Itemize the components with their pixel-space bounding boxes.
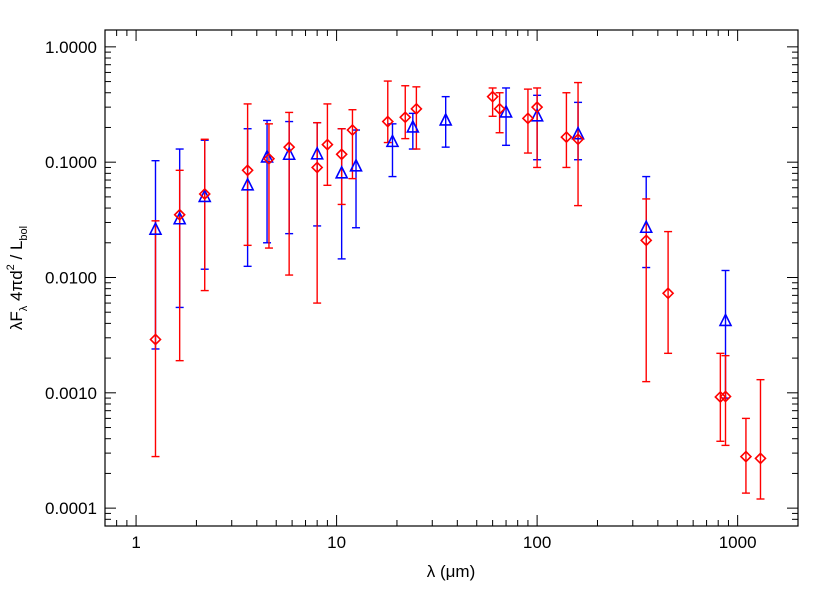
markers — [148, 90, 767, 465]
y-axis-label-part: λF — [7, 311, 26, 330]
diamond-point — [530, 101, 544, 114]
diamond-point — [198, 187, 211, 201]
diamond-point — [739, 450, 753, 463]
triangle-point — [718, 312, 733, 327]
y-tick-label: 0.0010 — [45, 384, 97, 403]
y-axis-label: λFλ 4πd2 / Lbol — [5, 226, 30, 330]
y-tick-label: 0.1000 — [45, 153, 97, 172]
y-tick-label: 0.0001 — [45, 499, 97, 518]
diamond-point — [321, 138, 334, 151]
y-tick-label: 1.0000 — [45, 38, 97, 57]
y-axis-ticks: 0.0001 0.0010 0.0100 0.1000 1.0000 — [45, 38, 798, 527]
y-axis-label-part: / L — [7, 241, 26, 265]
triangle-point — [438, 112, 453, 126]
triangle-point — [334, 165, 349, 179]
x-axis-ticks: 1 10 100 1000 — [104, 30, 799, 552]
triangle-point — [385, 133, 400, 148]
diamond-point — [486, 90, 499, 103]
diamond-point — [493, 102, 506, 115]
triangle-point — [406, 119, 420, 133]
triangle-point — [148, 221, 163, 235]
triangle-point — [639, 219, 654, 234]
diamond-point — [381, 115, 394, 128]
triangle-point — [571, 125, 585, 140]
x-tick-label: 1 — [131, 533, 140, 552]
diamond-point — [346, 123, 359, 137]
x-tick-label: 100 — [523, 533, 551, 552]
diamond-point — [719, 390, 732, 403]
diamond-point — [714, 390, 727, 404]
triangle-point — [499, 104, 513, 118]
triangle-point — [172, 210, 187, 225]
diamond-point — [262, 152, 276, 165]
triangle-point — [310, 146, 324, 160]
diamond-point — [149, 333, 162, 346]
triangle-point — [282, 146, 296, 161]
y-axis-label-part: bol — [18, 226, 30, 241]
x-axis-label: λ (μm) — [427, 562, 476, 581]
triangle-point — [349, 158, 363, 172]
diamond-point — [521, 112, 535, 125]
diamond-point — [241, 164, 254, 177]
diamond-point — [754, 452, 767, 465]
diamond-point — [571, 133, 585, 146]
diamond-point — [311, 161, 324, 174]
plot-frame — [104, 29, 799, 527]
triangle-point — [530, 107, 544, 122]
diamond-point — [173, 208, 186, 221]
y-axis-label-part: λ — [18, 305, 30, 311]
x-tick-label: 1000 — [719, 533, 757, 552]
x-tick-label: 10 — [327, 533, 346, 552]
diamond-point — [335, 148, 348, 161]
diamond-point — [560, 130, 573, 144]
diamond-point — [399, 111, 412, 124]
y-axis-label-part: 2 — [5, 264, 17, 270]
error-bars — [151, 80, 765, 500]
y-tick-label: 0.0100 — [45, 268, 97, 287]
diamond-point — [410, 102, 423, 115]
triangle-point — [240, 177, 255, 191]
diamond-point — [283, 141, 296, 154]
diamond-point — [661, 287, 675, 300]
y-axis-label-part: 4πd — [7, 270, 26, 305]
diamond-point — [640, 234, 653, 247]
